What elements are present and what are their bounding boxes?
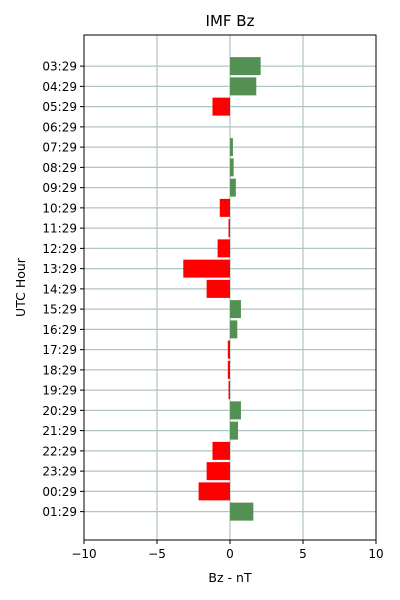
y-axis-label: UTC Hour bbox=[13, 257, 28, 317]
bar-07:29 bbox=[230, 138, 233, 157]
bar-16:29 bbox=[230, 320, 238, 339]
y-tick-label: 21:29 bbox=[42, 424, 77, 438]
y-tick-label: 18:29 bbox=[42, 363, 77, 377]
y-tick-label: 09:29 bbox=[42, 181, 77, 195]
y-tick-label: 16:29 bbox=[42, 323, 77, 337]
y-tick-label: 15:29 bbox=[42, 303, 77, 317]
bar-20:29 bbox=[230, 401, 241, 420]
y-tick-label: 12:29 bbox=[42, 242, 77, 256]
bar-11:29 bbox=[228, 219, 230, 238]
bar-21:29 bbox=[230, 421, 239, 440]
y-tick-label: 20:29 bbox=[42, 404, 77, 418]
y-tick-label: 17:29 bbox=[42, 343, 77, 357]
y-tick-label: 05:29 bbox=[42, 100, 77, 114]
x-tick-label: 10 bbox=[368, 547, 383, 561]
bar-15:29 bbox=[230, 300, 241, 319]
bar-12:29 bbox=[217, 239, 230, 258]
y-tick-label: 10:29 bbox=[42, 201, 77, 215]
chart-title: IMF Bz bbox=[206, 12, 255, 30]
bar-23:29 bbox=[206, 462, 230, 481]
bar-19:29 bbox=[228, 381, 230, 400]
bar-04:29 bbox=[230, 77, 257, 96]
x-tick-label: 5 bbox=[299, 547, 307, 561]
bar-10:29 bbox=[219, 198, 230, 217]
y-tick-label: 03:29 bbox=[42, 60, 77, 74]
x-axis-label: Bz - nT bbox=[208, 570, 252, 585]
bar-00:29 bbox=[198, 482, 230, 501]
y-tick-label: 07:29 bbox=[42, 141, 77, 155]
bar-03:29 bbox=[230, 57, 261, 76]
x-tick-label: 0 bbox=[226, 547, 234, 561]
bar-08:29 bbox=[230, 158, 234, 177]
bar-13:29 bbox=[183, 259, 230, 278]
bar-14:29 bbox=[206, 279, 230, 298]
y-tick-label: 19:29 bbox=[42, 384, 77, 398]
bar-01:29 bbox=[230, 502, 254, 521]
bar-22:29 bbox=[212, 441, 230, 460]
y-tick-label: 01:29 bbox=[42, 505, 77, 519]
y-tick-label: 22:29 bbox=[42, 444, 77, 458]
y-tick-label: 08:29 bbox=[42, 161, 77, 175]
y-tick-label: 13:29 bbox=[42, 262, 77, 276]
y-tick-label: 14:29 bbox=[42, 282, 77, 296]
x-axis: −10 −5 0 5 10 bbox=[71, 540, 384, 561]
y-tick-label: 11:29 bbox=[42, 222, 77, 236]
bars-layer bbox=[183, 57, 261, 521]
y-axis: 03:29 04:29 05:29 06:29 07:29 08:29 09:29 10:29… bbox=[42, 60, 84, 519]
y-tick-label: 23:29 bbox=[42, 465, 77, 479]
y-tick-label: 06:29 bbox=[42, 120, 77, 134]
bar-05:29 bbox=[212, 97, 230, 116]
bar-09:29 bbox=[230, 178, 236, 197]
bar-18:29 bbox=[227, 360, 230, 379]
y-tick-label: 00:29 bbox=[42, 485, 77, 499]
bar-17:29 bbox=[227, 340, 230, 359]
y-tick-label: 04:29 bbox=[42, 80, 77, 94]
x-tick-label: −5 bbox=[148, 547, 166, 561]
x-tick-label: −10 bbox=[71, 547, 96, 561]
